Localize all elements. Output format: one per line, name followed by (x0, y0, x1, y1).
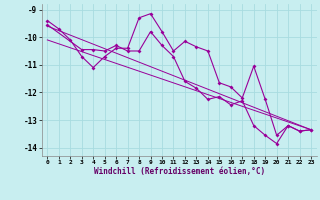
X-axis label: Windchill (Refroidissement éolien,°C): Windchill (Refroidissement éolien,°C) (94, 167, 265, 176)
